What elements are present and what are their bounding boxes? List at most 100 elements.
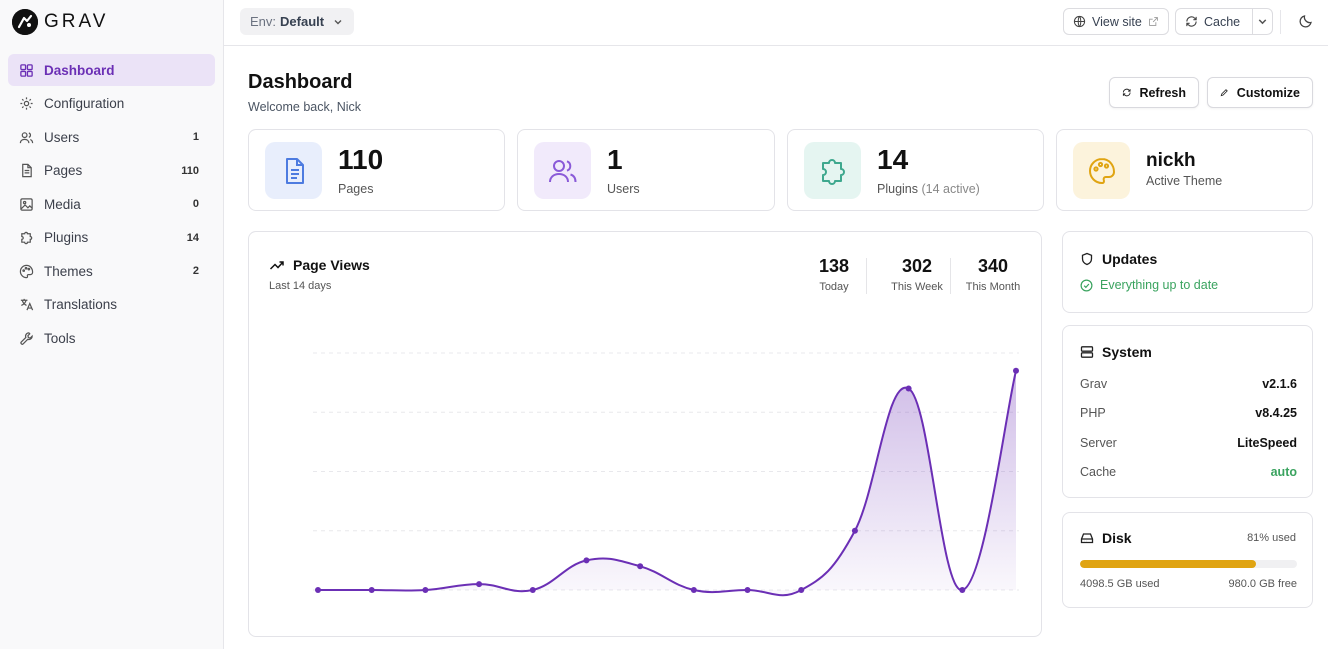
disk-usage-fill <box>1080 560 1256 568</box>
page-views-card: Page Views Last 14 days 138 Today 302 Th… <box>248 231 1042 637</box>
sidebar-item-label: Tools <box>44 330 76 346</box>
chart-point[interactable] <box>422 587 429 593</box>
stat-label: Users <box>607 182 640 196</box>
sidebar-nav: Dashboard Configuration Users 1 Pages 11… <box>8 54 215 356</box>
system-row-php: PHP v8.4.25 <box>1080 406 1297 420</box>
cache-button[interactable]: Cache <box>1175 8 1274 35</box>
translate-icon <box>18 297 34 313</box>
env-selector[interactable]: Env: Default <box>240 8 355 35</box>
stat-value: 14 <box>877 144 909 175</box>
chart-area <box>318 370 1016 596</box>
chart-point[interactable] <box>583 557 590 564</box>
chart-point[interactable] <box>851 527 858 534</box>
disk-title-text: Disk <box>1102 530 1132 546</box>
system-panel: System Grav v2.1.6 PHP v8.4.25 Server Li… <box>1062 325 1313 498</box>
palette-icon <box>18 263 34 279</box>
sidebar-item-media[interactable]: Media 0 <box>8 188 215 220</box>
sidebar-item-label: Dashboard <box>44 62 115 78</box>
image-icon <box>18 196 34 212</box>
chart-point[interactable] <box>476 581 483 588</box>
moon-icon[interactable] <box>1298 13 1314 29</box>
sidebar-item-translations[interactable]: Translations <box>8 289 215 321</box>
brand-name: GRAV <box>44 11 109 32</box>
disk-footer: 4098.5 GB used 980.0 GB free <box>1080 578 1297 590</box>
chart-subtitle: Last 14 days <box>269 280 332 292</box>
sidebar-item-tools[interactable]: Tools <box>8 322 215 354</box>
system-key: Cache <box>1080 465 1117 479</box>
grav-logo[interactable]: GRAV <box>12 8 108 36</box>
sidebar-item-users[interactable]: Users 1 <box>8 121 215 153</box>
stat-value: 110 <box>338 144 384 175</box>
shield-icon <box>1081 252 1093 266</box>
chart-point[interactable] <box>905 385 912 392</box>
sidebar-item-label: Media <box>44 196 81 212</box>
grav-logo-icon <box>12 9 38 35</box>
system-value: v2.1.6 <box>1262 377 1297 391</box>
disk-usage-bar <box>1080 560 1297 568</box>
disk-title: Disk <box>1080 530 1132 546</box>
sidebar-item-count: 2 <box>192 265 199 277</box>
file-text-icon <box>265 142 322 199</box>
stat-card-pages[interactable]: 110 Pages <box>248 129 505 211</box>
puzzle-icon <box>18 230 34 246</box>
stat-card-plugins[interactable]: 14 Plugins (14 active) <box>787 129 1044 211</box>
users-icon <box>18 129 34 145</box>
metric-label: This Week <box>891 281 943 293</box>
sidebar-item-pages[interactable]: Pages 110 <box>8 155 215 187</box>
stat-card-users[interactable]: 1 Users <box>517 129 775 211</box>
topbar: Env: Default View site Cache <box>224 0 1328 46</box>
sidebar-item-label: Configuration <box>44 96 125 111</box>
sidebar-item-configuration[interactable]: Configuration <box>8 88 215 120</box>
sidebar-item-label: Pages <box>44 163 83 178</box>
check-circle-icon <box>1080 279 1093 291</box>
system-row-server: Server LiteSpeed <box>1080 436 1297 450</box>
disk-free: 980.0 GB free <box>1228 578 1298 590</box>
updates-status-text: Everything up to date <box>1100 278 1219 292</box>
dashboard-icon <box>18 62 34 78</box>
users-icon <box>534 142 591 199</box>
metric-week: 302 This Week <box>877 256 957 293</box>
sidebar-item-count: 110 <box>181 164 199 177</box>
customize-button[interactable]: Customize <box>1207 77 1313 108</box>
chevron-down-icon <box>334 19 342 24</box>
sidebar-item-label: Translations <box>44 297 118 312</box>
gear-icon <box>18 96 34 112</box>
stat-label: Active Theme <box>1146 174 1223 188</box>
chart-point[interactable] <box>529 587 536 593</box>
updates-status: Everything up to date <box>1080 278 1218 292</box>
sidebar-item-themes[interactable]: Themes 2 <box>8 255 215 287</box>
disk-percent: 81% used <box>1247 532 1296 544</box>
system-key: Server <box>1080 436 1117 450</box>
chart-point[interactable] <box>1013 367 1019 374</box>
chart-point[interactable] <box>690 587 697 593</box>
env-value: Default <box>280 14 325 29</box>
system-value: LiteSpeed <box>1237 436 1297 450</box>
view-site-button[interactable]: View site <box>1063 8 1169 35</box>
chart-point[interactable] <box>637 563 644 570</box>
metric-value: 302 <box>901 256 933 276</box>
external-link-icon <box>1148 17 1158 26</box>
trending-up-icon <box>269 261 284 270</box>
chart-title-text: Page Views <box>293 257 370 273</box>
stat-value: nickh <box>1146 150 1196 171</box>
wrench-icon <box>18 330 34 346</box>
stat-card-theme[interactable]: nickh Active Theme <box>1056 129 1313 211</box>
chart-point[interactable] <box>315 587 321 593</box>
env-label: Env: <box>250 14 277 29</box>
stat-label-extra: (14 active) <box>921 182 980 196</box>
cache-dropdown-toggle[interactable] <box>1252 9 1272 34</box>
sidebar-item-plugins[interactable]: Plugins 14 <box>8 222 215 254</box>
refresh-icon <box>1186 16 1197 27</box>
sidebar-item-dashboard[interactable]: Dashboard <box>8 54 215 86</box>
chart-point[interactable] <box>744 587 751 593</box>
refresh-label: Refresh <box>1139 85 1186 100</box>
chart-point[interactable] <box>798 587 805 593</box>
metric-value: 340 <box>977 256 1009 276</box>
updates-panel: Updates Everything up to date <box>1062 231 1313 313</box>
palette-icon <box>1073 142 1130 199</box>
chart-point[interactable] <box>368 587 375 593</box>
pencil-icon <box>1220 89 1228 97</box>
disk-panel: Disk 81% used 4098.5 GB used 980.0 GB fr… <box>1062 512 1313 608</box>
chart-point[interactable] <box>959 587 966 593</box>
refresh-button[interactable]: Refresh <box>1109 77 1199 108</box>
